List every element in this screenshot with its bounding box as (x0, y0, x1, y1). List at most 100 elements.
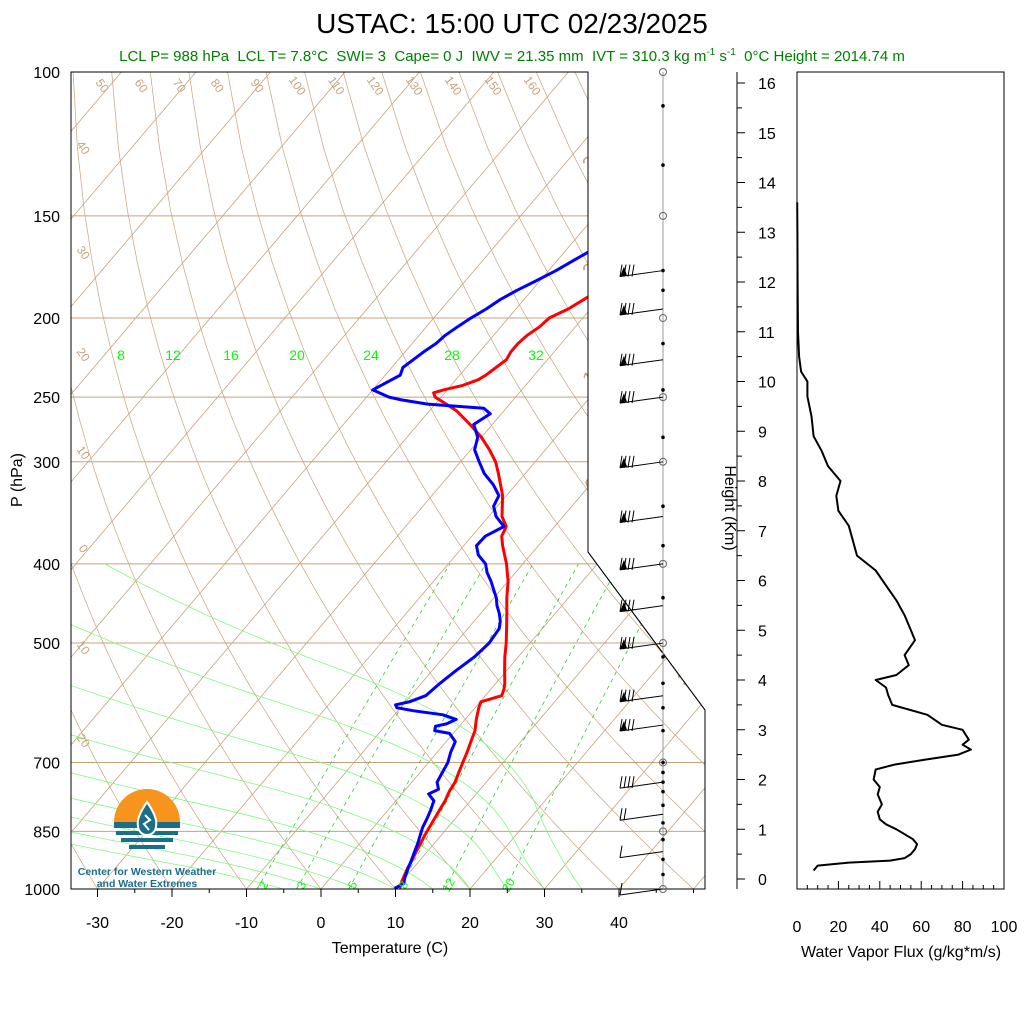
moist-adiabat-line (71, 816, 359, 889)
dry-adiabat-label: 110 (325, 74, 348, 98)
dry-adiabat-line (729, 72, 1024, 906)
swi-value: SWI= 3 (336, 48, 387, 65)
mixing-ratio-label: 8 (117, 347, 125, 363)
page-title: USTAC: 15:00 UTC 02/23/2025 (316, 8, 708, 39)
dry-adiabat-label: 70 (170, 76, 189, 95)
pressure-marker (659, 211, 667, 220)
height-tick-label: 16 (758, 76, 776, 93)
wind-barb (619, 264, 664, 278)
pressure-marker (659, 827, 667, 836)
height-tick-label: 11 (758, 325, 775, 342)
height-tick-label: 7 (758, 524, 767, 541)
wind-barb (619, 391, 664, 404)
pressure-tick-label: 1000 (24, 882, 60, 899)
pressure-axis-label: P (hPa) (9, 453, 26, 507)
sounding-profiles (371, 214, 701, 889)
dry-adiabat-line (265, 72, 705, 833)
ivt-value: IVT = 310.3 kg m-1 s-1 (591, 47, 736, 65)
lcl-temperature: LCL T= 7.8°C (237, 48, 329, 65)
dry-adiabat-line (188, 72, 620, 889)
height-tick-label: 0 (758, 872, 767, 889)
dry-adiabat-line (71, 709, 173, 889)
temperature-tick-label: 30 (536, 915, 554, 932)
moist-adiabat-line (71, 685, 508, 889)
mixing-ratio-label: 16 (223, 347, 239, 363)
dry-adiabat-label: 50 (93, 76, 112, 95)
wind-barb (619, 557, 664, 571)
wind-barb (619, 776, 664, 789)
mixing-ratio-label: 32 (528, 347, 544, 363)
pressure-marker (659, 313, 667, 322)
dry-adiabat-label: 100 (286, 73, 309, 98)
isotherm-line (71, 72, 346, 395)
level-dot (661, 504, 665, 509)
pressure-tick-label: 200 (33, 311, 60, 328)
moist-adiabat-line (71, 843, 284, 889)
dry-adiabat-line (71, 385, 322, 889)
level-dot (661, 681, 665, 686)
level-dot (661, 288, 665, 293)
moist-adiabat-line (71, 797, 396, 889)
cape-value: Cape= 0 J (394, 48, 464, 65)
mixing-ratio-bottom-label: 20 (499, 875, 518, 894)
pressure-tick-label: 500 (33, 636, 60, 653)
temperature-tick-label: -20 (160, 915, 183, 932)
isotherm-left-label: 20 (74, 731, 93, 750)
height-tick-label: 5 (758, 623, 767, 640)
height-tick-label: 14 (758, 176, 776, 193)
pressure-marker (659, 68, 667, 76)
pressure-tick-label: 300 (33, 455, 60, 472)
mixing-ratio-line (504, 563, 674, 889)
level-dot (661, 760, 665, 765)
pressure-marker (659, 758, 667, 767)
isotherm-line (71, 72, 271, 308)
logo-caption-line-1: Center for Western Weather (77, 866, 217, 878)
wind-barb (619, 718, 664, 732)
wind-barb (619, 353, 664, 367)
isotherm-line (469, 611, 705, 889)
level-dot (661, 163, 665, 167)
height-tick-label: 13 (758, 225, 776, 242)
mixing-ratio-line (256, 563, 451, 889)
dry-adiabat-line (458, 72, 705, 503)
level-dot (661, 595, 665, 600)
moist-adiabat-line (71, 772, 434, 889)
flux-tick-label: 60 (912, 919, 930, 936)
isotherm-line (395, 524, 705, 889)
temperature-tick-label: -30 (86, 915, 109, 932)
flux-tick-label: 80 (954, 919, 972, 936)
dry-adiabat-line (71, 561, 247, 889)
temperature-axis-label: Temperature (C) (332, 940, 448, 957)
level-dot (661, 872, 665, 877)
moist-adiabat-line (71, 734, 471, 889)
level-dot (661, 435, 665, 440)
dry-adiabat-line (381, 72, 705, 634)
isotherm-line (171, 261, 705, 889)
dry-adiabat-line (72, 72, 396, 889)
height-tick-label: 4 (758, 673, 767, 690)
water-vapor-flux-line (796, 202, 972, 872)
temperature-tick-label: -10 (235, 915, 258, 932)
level-dot (661, 728, 665, 733)
dry-adiabat-line (768, 72, 1024, 906)
logo-caption-line-2: and Water Extremes (96, 878, 198, 890)
dry-adiabat-label: 140 (442, 73, 465, 98)
isotherm-line (71, 72, 197, 220)
wind-barbs (619, 68, 667, 896)
pressure-tick-label: 400 (33, 557, 60, 574)
mixing-ratio-label: 12 (165, 347, 181, 363)
wind-barb (619, 808, 664, 821)
height-tick-label: 8 (758, 474, 767, 491)
level-dot (661, 803, 665, 808)
sounding-summary: LCL P= 988 hPa LCL T= 7.8°C SWI= 3 Cape=… (0, 47, 1024, 65)
moist-adiabat-line (71, 624, 545, 889)
mixing-ratio-label: 24 (363, 347, 379, 363)
pressure-tick-label: 100 (33, 65, 60, 82)
isotherm-line (71, 72, 569, 658)
isotherm-left-label: 0 (76, 542, 91, 556)
dry-adiabat-label: 80 (208, 76, 227, 95)
freezing-level-height: 0°C Height = 2014.74 m (744, 48, 905, 65)
temperature-profile-line (398, 214, 701, 889)
